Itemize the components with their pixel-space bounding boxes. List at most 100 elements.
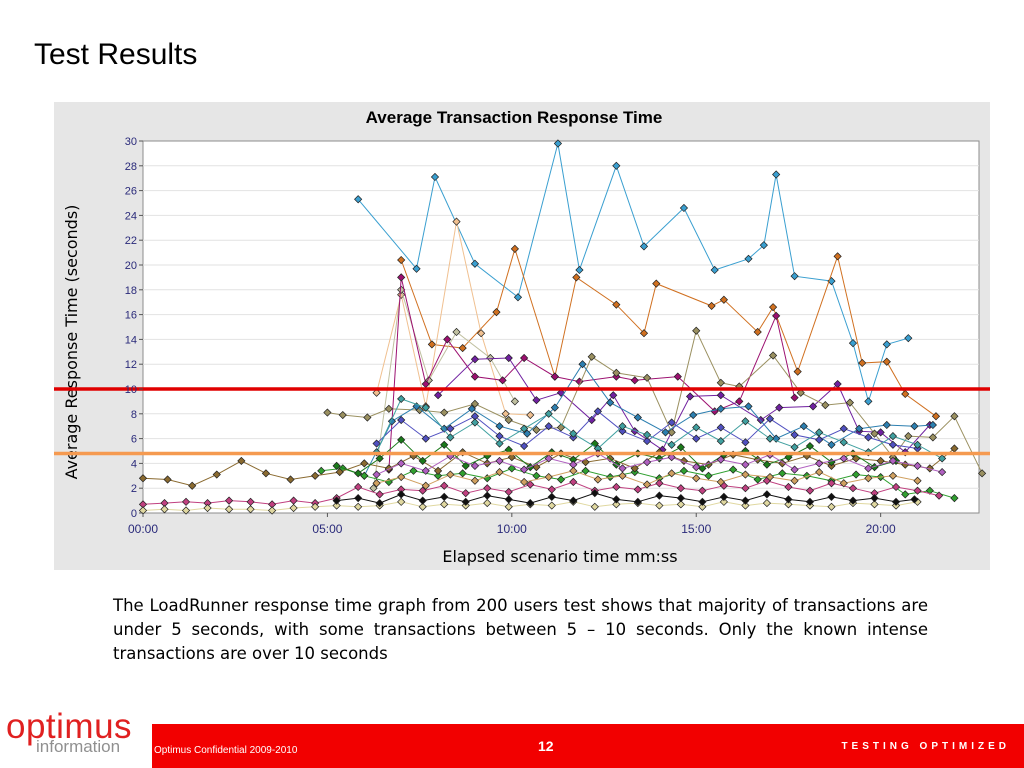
y-tick-label: 18: [125, 285, 137, 297]
data-point: [925, 464, 934, 473]
data-point: [716, 423, 725, 432]
y-tick-label: 22: [125, 235, 137, 247]
data-point: [768, 351, 778, 360]
data-point: [433, 466, 443, 475]
data-point: [692, 474, 701, 483]
data-point: [418, 456, 427, 466]
data-point: [181, 497, 191, 506]
data-point: [633, 413, 642, 422]
data-point: [888, 456, 898, 466]
series-18: [372, 466, 922, 490]
series-line: [363, 363, 933, 477]
data-point: [354, 502, 363, 511]
data-point: [667, 428, 676, 437]
data-point: [397, 490, 406, 499]
data-point: [827, 479, 836, 488]
data-point: [544, 454, 553, 463]
data-point: [692, 463, 701, 472]
data-point: [931, 412, 941, 421]
data-point: [544, 409, 553, 418]
data-point: [762, 498, 772, 508]
data-point: [848, 339, 858, 348]
x-tick-label: 00:00: [128, 522, 158, 536]
data-point: [612, 368, 621, 377]
data-point: [667, 418, 676, 427]
data-point: [427, 340, 437, 349]
data-point: [181, 506, 191, 515]
data-point: [587, 415, 596, 425]
data-point: [642, 436, 652, 446]
data-point: [397, 472, 406, 482]
data-point: [839, 454, 848, 463]
data-point: [461, 497, 470, 506]
data-point: [901, 389, 910, 399]
data-point: [676, 494, 685, 503]
page-number: 12: [538, 738, 554, 754]
slide-title: Test Results: [34, 38, 198, 71]
response-time-chart: Average Transaction Response Time Averag…: [54, 108, 990, 566]
data-point: [397, 435, 406, 444]
data-point: [876, 428, 885, 437]
data-point: [609, 391, 618, 400]
data-point: [483, 498, 492, 508]
data-point: [698, 486, 707, 495]
data-point: [470, 476, 480, 485]
data-point: [772, 170, 781, 179]
data-point: [815, 459, 824, 468]
data-point: [409, 466, 418, 475]
data-point: [550, 372, 559, 381]
data-point: [440, 492, 449, 501]
data-point: [212, 470, 221, 479]
data-point: [335, 467, 344, 477]
x-tick-label: 10:00: [497, 522, 527, 536]
data-point: [741, 496, 750, 505]
data-point: [375, 490, 384, 499]
data-point: [655, 501, 664, 510]
data-point: [440, 481, 449, 490]
data-point: [507, 464, 516, 473]
data-point: [805, 486, 815, 495]
data-point: [762, 490, 772, 499]
data-point: [888, 440, 898, 449]
data-point: [569, 496, 578, 505]
data-point: [741, 470, 750, 479]
data-point: [433, 391, 443, 400]
data-point: [418, 502, 427, 511]
data-point: [784, 495, 793, 504]
data-point: [891, 497, 901, 506]
data-point: [160, 505, 169, 514]
data-point: [397, 497, 406, 506]
data-point: [793, 367, 802, 376]
y-tick-label: 2: [131, 483, 137, 495]
data-point: [741, 438, 750, 447]
data-point: [446, 424, 455, 433]
data-point: [904, 334, 913, 343]
data-point: [870, 500, 879, 509]
y-tick-label: 6: [131, 434, 137, 446]
data-point: [719, 497, 728, 506]
data-point: [719, 295, 728, 304]
data-point: [904, 432, 913, 441]
data-point: [569, 477, 578, 487]
data-point: [870, 429, 879, 438]
data-point: [224, 505, 234, 514]
data-point: [848, 496, 858, 505]
data-point: [612, 161, 621, 170]
data-point: [387, 417, 397, 426]
data-point: [593, 475, 602, 484]
data-point: [716, 378, 725, 387]
data-point: [581, 466, 590, 475]
data-point: [520, 477, 529, 487]
data-point: [778, 459, 787, 468]
data-point: [523, 429, 532, 438]
data-point: [815, 467, 824, 477]
data-point: [612, 495, 621, 504]
data-point: [815, 435, 824, 444]
data-point: [261, 469, 271, 478]
x-axis-label: Elapsed scenario time mm:ss: [442, 547, 677, 566]
data-point: [864, 433, 873, 442]
data-point: [440, 500, 449, 509]
data-point: [547, 492, 556, 501]
y-tick-label: 4: [131, 458, 137, 470]
